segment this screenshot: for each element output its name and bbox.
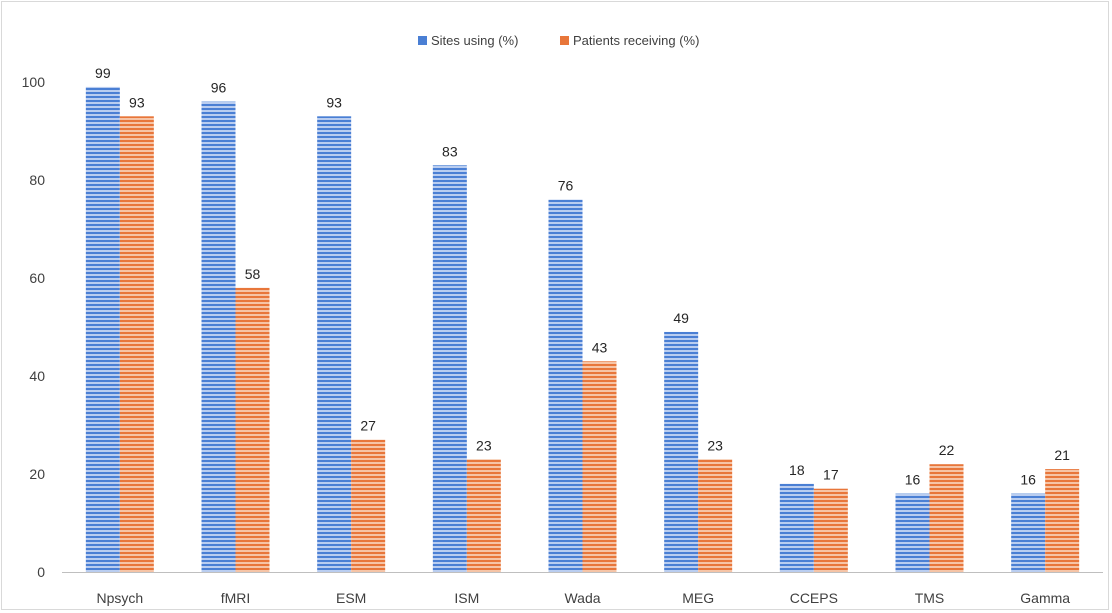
data-label: 93 — [129, 94, 145, 110]
y-tick-label: 0 — [37, 564, 45, 580]
x-tick-label: MEG — [682, 590, 714, 606]
legend-label: Sites using (%) — [431, 33, 518, 48]
bar-patients-receiving — [698, 459, 733, 572]
data-label: 96 — [211, 80, 227, 96]
bar-patients-receiving — [119, 116, 154, 573]
data-label: 16 — [905, 472, 921, 488]
bar-sites-using — [895, 493, 930, 572]
data-labels: 99 93 96 58 93 27 83 23 76 43 49 23 18 17 16 22 16 21 — [95, 65, 1070, 488]
data-label: 27 — [360, 418, 376, 434]
bar-sites-using — [432, 165, 467, 573]
x-axis: Npsych fMRI ESM ISM Wada MEG CCEPS TMS Gamma — [62, 572, 1103, 606]
x-tick-label: fMRI — [221, 590, 251, 606]
data-label: 16 — [1020, 472, 1036, 488]
bar-sites-using — [779, 483, 814, 572]
bar-sites-using — [85, 86, 120, 573]
bar-sites-using — [201, 101, 236, 572]
bar-patients-receiving — [813, 488, 848, 572]
x-tick-label: Gamma — [1020, 590, 1070, 606]
bar-sites-using — [548, 199, 583, 572]
bar-patients-receiving — [929, 464, 964, 572]
data-label: 49 — [673, 310, 689, 326]
y-tick-label: 80 — [29, 172, 45, 188]
bar-patients-receiving — [235, 287, 270, 572]
bars — [85, 86, 1080, 573]
bar-sites-using — [317, 116, 352, 573]
data-label: 22 — [939, 442, 955, 458]
y-tick-label: 100 — [22, 74, 46, 90]
data-label: 93 — [326, 94, 342, 110]
x-tick-label: TMS — [915, 590, 945, 606]
x-tick-label: ESM — [336, 590, 366, 606]
bar-sites-using — [1011, 493, 1046, 572]
y-tick-label: 20 — [29, 466, 45, 482]
data-label: 83 — [442, 143, 458, 159]
data-label: 18 — [789, 462, 805, 478]
data-label: 23 — [476, 437, 492, 453]
data-label: 99 — [95, 65, 111, 81]
data-label: 43 — [592, 339, 608, 355]
legend-swatch — [418, 36, 427, 45]
legend-swatch — [560, 36, 569, 45]
bar-patients-receiving — [1045, 469, 1080, 572]
y-axis: 0 20 40 60 80 100 — [22, 74, 46, 580]
bar-patients-receiving — [582, 361, 617, 572]
data-label: 17 — [823, 467, 839, 483]
data-label: 58 — [245, 266, 261, 282]
bar-sites-using — [664, 331, 699, 572]
x-tick-label: CCEPS — [790, 590, 838, 606]
data-label: 21 — [1054, 447, 1070, 463]
bar-patients-receiving — [351, 439, 386, 572]
x-tick-label: ISM — [454, 590, 479, 606]
legend-label: Patients receiving (%) — [573, 33, 699, 48]
legend: Sites using (%) Patients receiving (%) — [418, 33, 699, 48]
y-tick-label: 60 — [29, 270, 45, 286]
x-tick-label: Wada — [564, 590, 600, 606]
data-label: 23 — [707, 437, 723, 453]
y-tick-label: 40 — [29, 368, 45, 384]
x-tick-label: Npsych — [96, 590, 143, 606]
bar-patients-receiving — [466, 459, 501, 572]
data-label: 76 — [558, 178, 574, 194]
